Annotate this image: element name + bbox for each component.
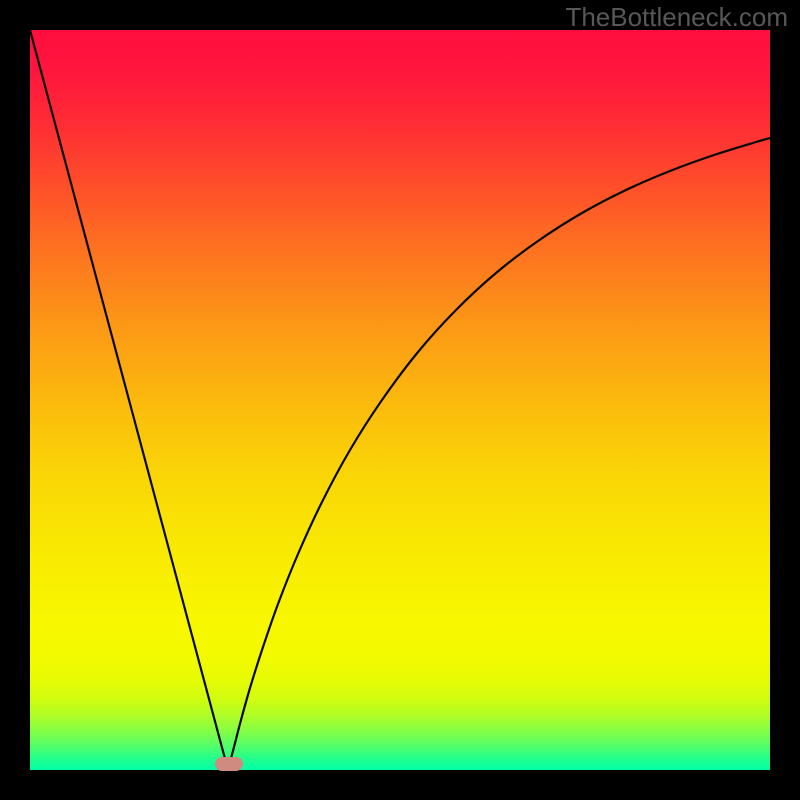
plot-area bbox=[30, 30, 770, 770]
vertex-marker bbox=[215, 757, 243, 771]
watermark: TheBottleneck.com bbox=[565, 2, 788, 33]
chart-svg bbox=[30, 30, 770, 770]
chart-canvas: TheBottleneck.com bbox=[0, 0, 800, 800]
